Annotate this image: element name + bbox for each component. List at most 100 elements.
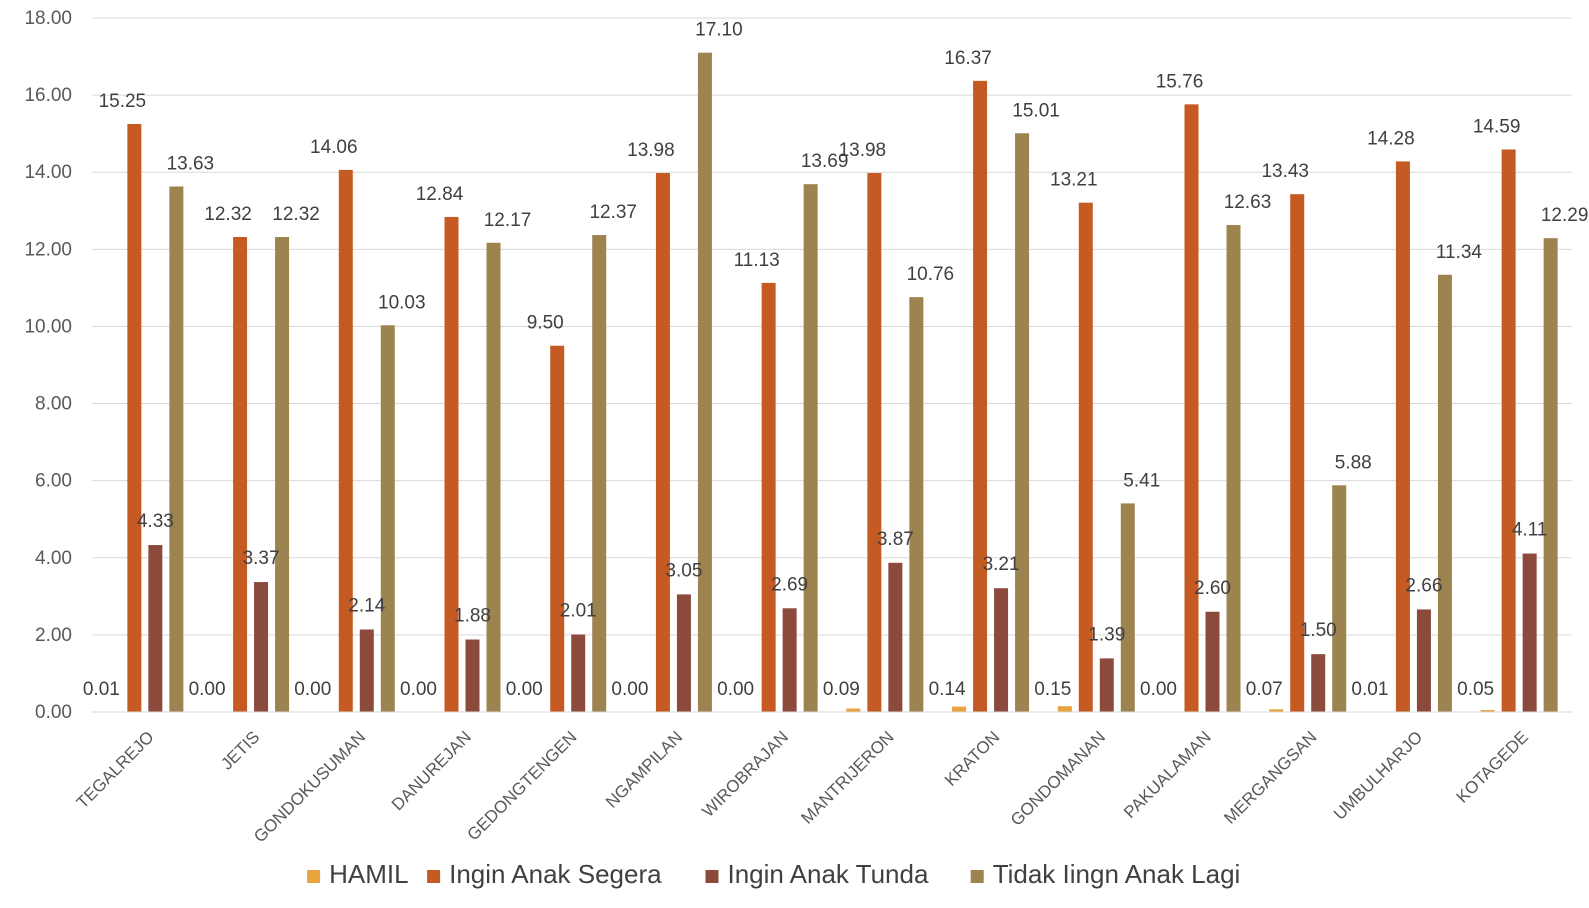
bar (233, 236, 248, 713)
legend-label: Ingin Anak Tunda (728, 859, 929, 889)
legend-label: HAMIL (329, 859, 408, 889)
y-tick-label: 2.00 (35, 625, 72, 646)
bar (1501, 149, 1516, 713)
bar (571, 634, 586, 712)
bar (1522, 553, 1537, 712)
data-label: 0.07 (1246, 679, 1283, 700)
data-label: 5.41 (1123, 470, 1160, 491)
bar (1311, 654, 1326, 712)
bar (338, 169, 353, 713)
bar (465, 639, 480, 712)
data-label: 0.00 (400, 679, 437, 700)
data-label: 2.66 (1405, 575, 1442, 596)
bar (359, 629, 374, 712)
bar (1480, 710, 1495, 712)
legend-label: Ingin Anak Segera (449, 859, 662, 889)
bar (486, 242, 501, 713)
bar (254, 582, 269, 712)
legend-swatch (970, 870, 984, 883)
bar (1437, 274, 1452, 712)
legend-swatch (705, 870, 719, 883)
data-label: 0.05 (1457, 679, 1494, 700)
data-label: 2.69 (771, 574, 808, 595)
y-tick-label: 18.00 (24, 8, 72, 29)
legend-item: Tidak Iingn Anak Lagi (970, 859, 1241, 889)
data-label: 13.43 (1261, 161, 1309, 182)
y-tick-label: 4.00 (35, 548, 72, 569)
x-tick-label: PAKUALAMAN (1120, 727, 1215, 822)
data-label: 12.29 (1541, 205, 1589, 226)
bar (676, 594, 691, 712)
data-label: 14.28 (1367, 128, 1415, 149)
data-label: 3.05 (665, 560, 702, 581)
data-label: 3.87 (877, 529, 914, 550)
bar (127, 124, 142, 713)
data-label: 0.01 (1351, 679, 1388, 700)
data-label: 2.60 (1194, 578, 1231, 599)
bar (846, 708, 861, 712)
data-label: 13.98 (839, 140, 887, 161)
data-label: 3.37 (243, 548, 280, 569)
bar (1099, 658, 1114, 712)
legend-label: Tidak Iingn Anak Lagi (993, 859, 1241, 889)
y-tick-label: 10.00 (24, 316, 72, 337)
bar (697, 52, 712, 712)
bar (1120, 503, 1135, 712)
data-label: 1.50 (1300, 620, 1337, 641)
bar (550, 345, 565, 712)
bar (1205, 611, 1220, 712)
bar (952, 706, 967, 712)
data-label: 10.76 (907, 264, 955, 285)
y-tick-label: 0.00 (35, 702, 72, 723)
x-tick-label: GEDONGTENGEN (464, 727, 581, 844)
bar (803, 184, 818, 712)
bar (275, 236, 290, 713)
data-label: 14.59 (1473, 116, 1521, 137)
data-label: 17.10 (695, 20, 743, 41)
bar (1416, 609, 1431, 712)
bar (761, 282, 776, 712)
data-label: 0.01 (83, 679, 120, 700)
data-label: 15.25 (99, 91, 147, 112)
bar (1184, 104, 1199, 712)
x-tick-label: JETIS (217, 727, 263, 773)
data-label: 9.50 (527, 313, 564, 334)
x-tick-label: KOTAGEDE (1453, 727, 1532, 806)
data-label: 0.00 (506, 679, 543, 700)
data-label: 15.01 (1012, 100, 1060, 121)
data-label: 12.63 (1224, 192, 1272, 213)
data-label: 0.00 (1140, 679, 1177, 700)
bar (380, 325, 395, 712)
bar (592, 235, 607, 712)
data-label: 0.00 (294, 679, 331, 700)
data-label: 11.34 (1436, 242, 1483, 263)
data-label: 4.33 (137, 511, 174, 532)
bar (1290, 194, 1305, 713)
x-tick-label: MERGANGSAN (1220, 727, 1320, 827)
data-label: 2.01 (560, 601, 597, 622)
data-label: 0.00 (189, 679, 226, 700)
data-label: 13.69 (801, 151, 849, 172)
y-tick-label: 14.00 (24, 162, 72, 183)
legend: HAMIL Ingin Anak Segera Ingin Anak Tunda Ti… (307, 859, 1240, 889)
data-label: 13.63 (167, 153, 215, 174)
bar (1015, 133, 1030, 712)
y-tick-label: 12.00 (24, 239, 72, 260)
x-tick-label: TEGALREJO (73, 727, 158, 812)
data-label: 0.09 (823, 679, 860, 700)
x-tick-label: GONDOMANAN (1007, 727, 1109, 829)
data-label: 15.76 (1156, 71, 1204, 92)
x-tick-label: WIROBRAJAN (698, 727, 792, 821)
data-label: 12.17 (484, 210, 532, 231)
x-tick-label: GONDOKUSUMAN (250, 727, 369, 846)
bar (973, 80, 988, 712)
x-tick-label: NGAMPILAN (602, 727, 686, 811)
bar (1057, 706, 1072, 712)
data-label: 12.84 (416, 184, 464, 205)
x-tick-label: KRATON (941, 727, 1003, 789)
data-label: 0.00 (611, 679, 648, 700)
data-labels: 0.01 15.25 4.33 13.63 0.00 12.32 3.37 12.32 0.00… (83, 20, 1589, 700)
data-label: 0.15 (1034, 679, 1071, 700)
bar (148, 545, 163, 712)
bar (1332, 485, 1347, 712)
